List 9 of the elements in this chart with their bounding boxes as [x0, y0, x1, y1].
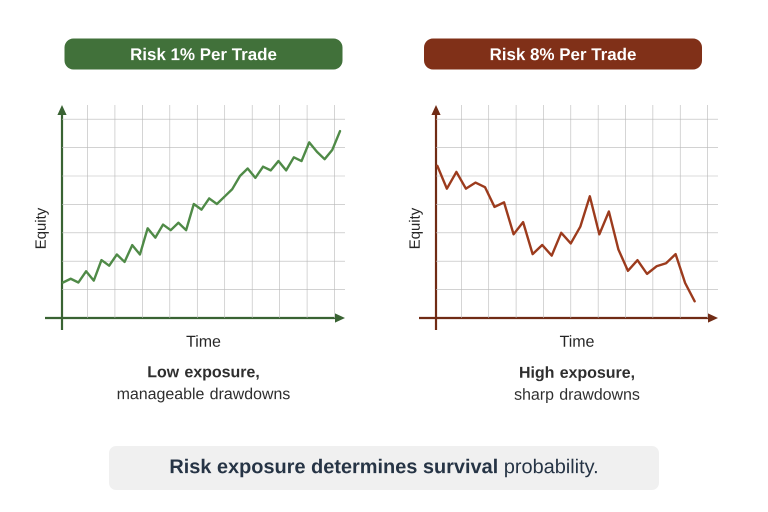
y-axis-title: Equity: [408, 208, 423, 248]
chart-title: Risk 8% Per Trade: [490, 48, 636, 60]
text: High exposure, sharp drawdowns: [514, 366, 640, 404]
x-axis-title: Time: [560, 335, 594, 347]
text: Risk exposure determines survival probability.: [170, 458, 597, 478]
text: Low exposure, manageable drawdowns: [118, 366, 290, 402]
x-axis-title: Time: [186, 335, 220, 347]
y-axis-title: Equity: [34, 208, 49, 248]
chart-title: Risk 1% Per Trade: [131, 48, 276, 60]
